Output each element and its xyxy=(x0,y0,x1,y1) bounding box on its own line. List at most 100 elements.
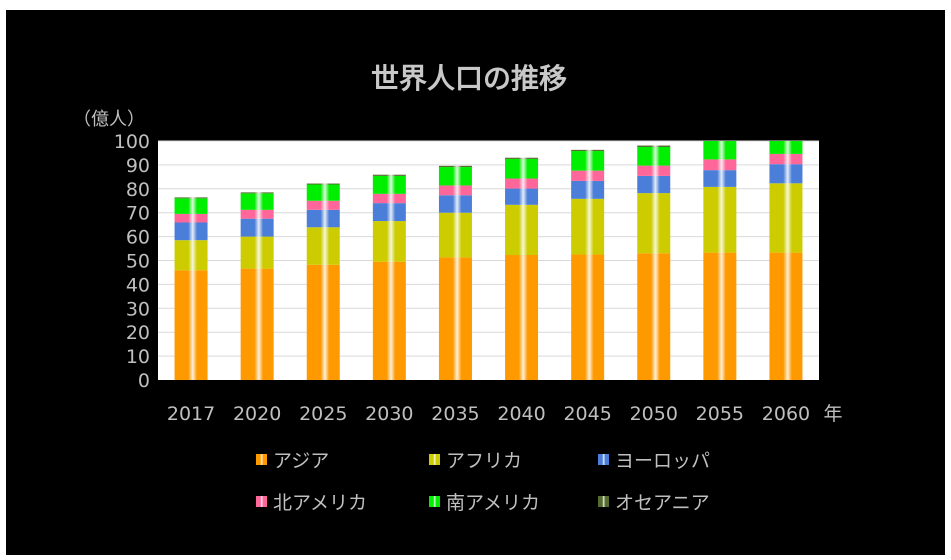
bar-segment xyxy=(174,213,208,223)
bar-segment xyxy=(240,268,274,380)
x-tick-label: 2020 xyxy=(233,403,281,425)
bar-segment xyxy=(703,186,737,253)
legend-swatch-oceania xyxy=(598,496,609,507)
legend-label-africa: アフリカ xyxy=(446,450,523,472)
legend-label-europe: ヨーロッパ xyxy=(615,450,711,472)
bar-segment xyxy=(372,175,406,194)
bar-segment xyxy=(505,157,539,159)
y-tick-label: 90 xyxy=(126,155,150,177)
y-axis-unit-label: （億人） xyxy=(73,109,145,130)
legend-asia: アジア xyxy=(256,446,329,473)
bar-segment xyxy=(372,203,406,222)
x-tick-label: 2017 xyxy=(167,403,215,425)
y-tick-label: 100 xyxy=(114,131,150,153)
bar-segment xyxy=(571,198,605,255)
bar-segment xyxy=(240,193,274,210)
y-tick-label: 40 xyxy=(126,274,150,296)
chart-title: 世界人口の推移 xyxy=(371,62,567,95)
bar-segment xyxy=(438,185,472,196)
bar-segment xyxy=(438,165,472,168)
y-tick-label: 70 xyxy=(126,203,150,225)
legend-africa: アフリカ xyxy=(429,446,522,473)
legend-label-north-america: 北アメリカ xyxy=(273,492,368,514)
bar-segment xyxy=(306,209,340,228)
x-tick-label: 2035 xyxy=(431,403,479,425)
bar-segment xyxy=(306,183,340,185)
bar-segment xyxy=(240,218,274,237)
bar-segment xyxy=(703,170,737,187)
bar-segment xyxy=(438,212,472,258)
bar-segment xyxy=(505,188,539,205)
y-tick-label: 10 xyxy=(126,346,150,368)
y-tick-label: 60 xyxy=(126,227,150,249)
legend-label-south-america: 南アメリカ xyxy=(446,492,541,514)
bar-segment xyxy=(571,170,605,181)
bar-segment xyxy=(571,151,605,171)
legend-swatch-north-america xyxy=(256,496,267,507)
y-tick-label: 0 xyxy=(138,370,150,392)
bar-segment xyxy=(174,197,208,199)
bar-segment xyxy=(637,175,671,194)
bar-segment xyxy=(571,149,605,152)
x-tick-label: 2050 xyxy=(630,403,678,425)
bar-segment xyxy=(438,195,472,213)
bar-segment xyxy=(505,178,539,189)
x-tick-label: 2045 xyxy=(563,403,611,425)
legend-north-america: 北アメリカ xyxy=(256,488,367,515)
bar-segment xyxy=(571,254,605,380)
x-tick-label: 2040 xyxy=(497,403,545,425)
bar-segment xyxy=(240,236,274,269)
legend-oceania: オセアニア xyxy=(598,488,710,515)
bar-segment xyxy=(703,252,737,380)
bar-segment xyxy=(637,165,671,176)
y-tick-label: 20 xyxy=(126,322,150,344)
bar-segment xyxy=(306,264,340,380)
legend-swatch-south-america xyxy=(429,496,440,507)
x-tick-label: 2055 xyxy=(696,403,744,425)
legend-south-america: 南アメリカ xyxy=(429,488,540,515)
x-tick-label: 2025 xyxy=(299,403,347,425)
bar-segment xyxy=(769,164,803,184)
bar-segment xyxy=(637,146,671,166)
bar-segment xyxy=(306,227,340,265)
y-tick-label: 30 xyxy=(126,298,150,320)
bar-segment xyxy=(372,221,406,262)
bar-segment xyxy=(703,141,737,160)
bar-segment xyxy=(505,204,539,256)
legend-swatch-europe xyxy=(598,454,609,465)
bar-segment xyxy=(571,180,605,199)
bar-segment xyxy=(306,184,340,201)
x-axis-unit-label: 年 xyxy=(823,403,842,425)
bar-segment xyxy=(372,174,406,176)
bar-segment xyxy=(505,255,539,380)
bar-segment xyxy=(174,222,208,241)
bar-segment xyxy=(240,209,274,219)
bar-segment xyxy=(372,261,406,380)
bar-segment xyxy=(637,253,671,380)
bar-segment xyxy=(174,240,208,271)
legend-label-asia: アジア xyxy=(273,450,330,472)
bar-segment xyxy=(703,159,737,171)
bar-segment xyxy=(438,257,472,380)
bar-segment xyxy=(637,193,671,254)
bar-segment xyxy=(769,252,803,380)
chart-area: 世界人口の推移 （億人） 年 0 10 20 30 40 50 60 70 80 90 100 201… xyxy=(6,10,945,555)
bar-segment xyxy=(769,153,803,165)
bar-segment xyxy=(306,200,340,210)
bar-segment xyxy=(174,270,208,380)
bar-segment xyxy=(637,145,671,147)
bar-segment xyxy=(769,141,803,154)
y-tick-label: 50 xyxy=(126,251,150,273)
bar-segment xyxy=(372,193,406,204)
legend-label-oceania: オセアニア xyxy=(615,492,710,514)
bar-segment xyxy=(174,198,208,214)
bar-segment xyxy=(438,167,472,186)
bar-segment xyxy=(769,183,803,253)
legend-swatch-africa xyxy=(429,454,440,465)
bar-segment xyxy=(505,158,539,179)
x-tick-label: 2030 xyxy=(365,403,413,425)
chart-canvas: 世界人口の推移 （億人） 年 0102030405060708090100201… xyxy=(73,62,843,425)
y-tick-label: 80 xyxy=(126,179,150,201)
x-tick-label: 2060 xyxy=(762,403,810,425)
legend-europe: ヨーロッパ xyxy=(598,446,710,473)
